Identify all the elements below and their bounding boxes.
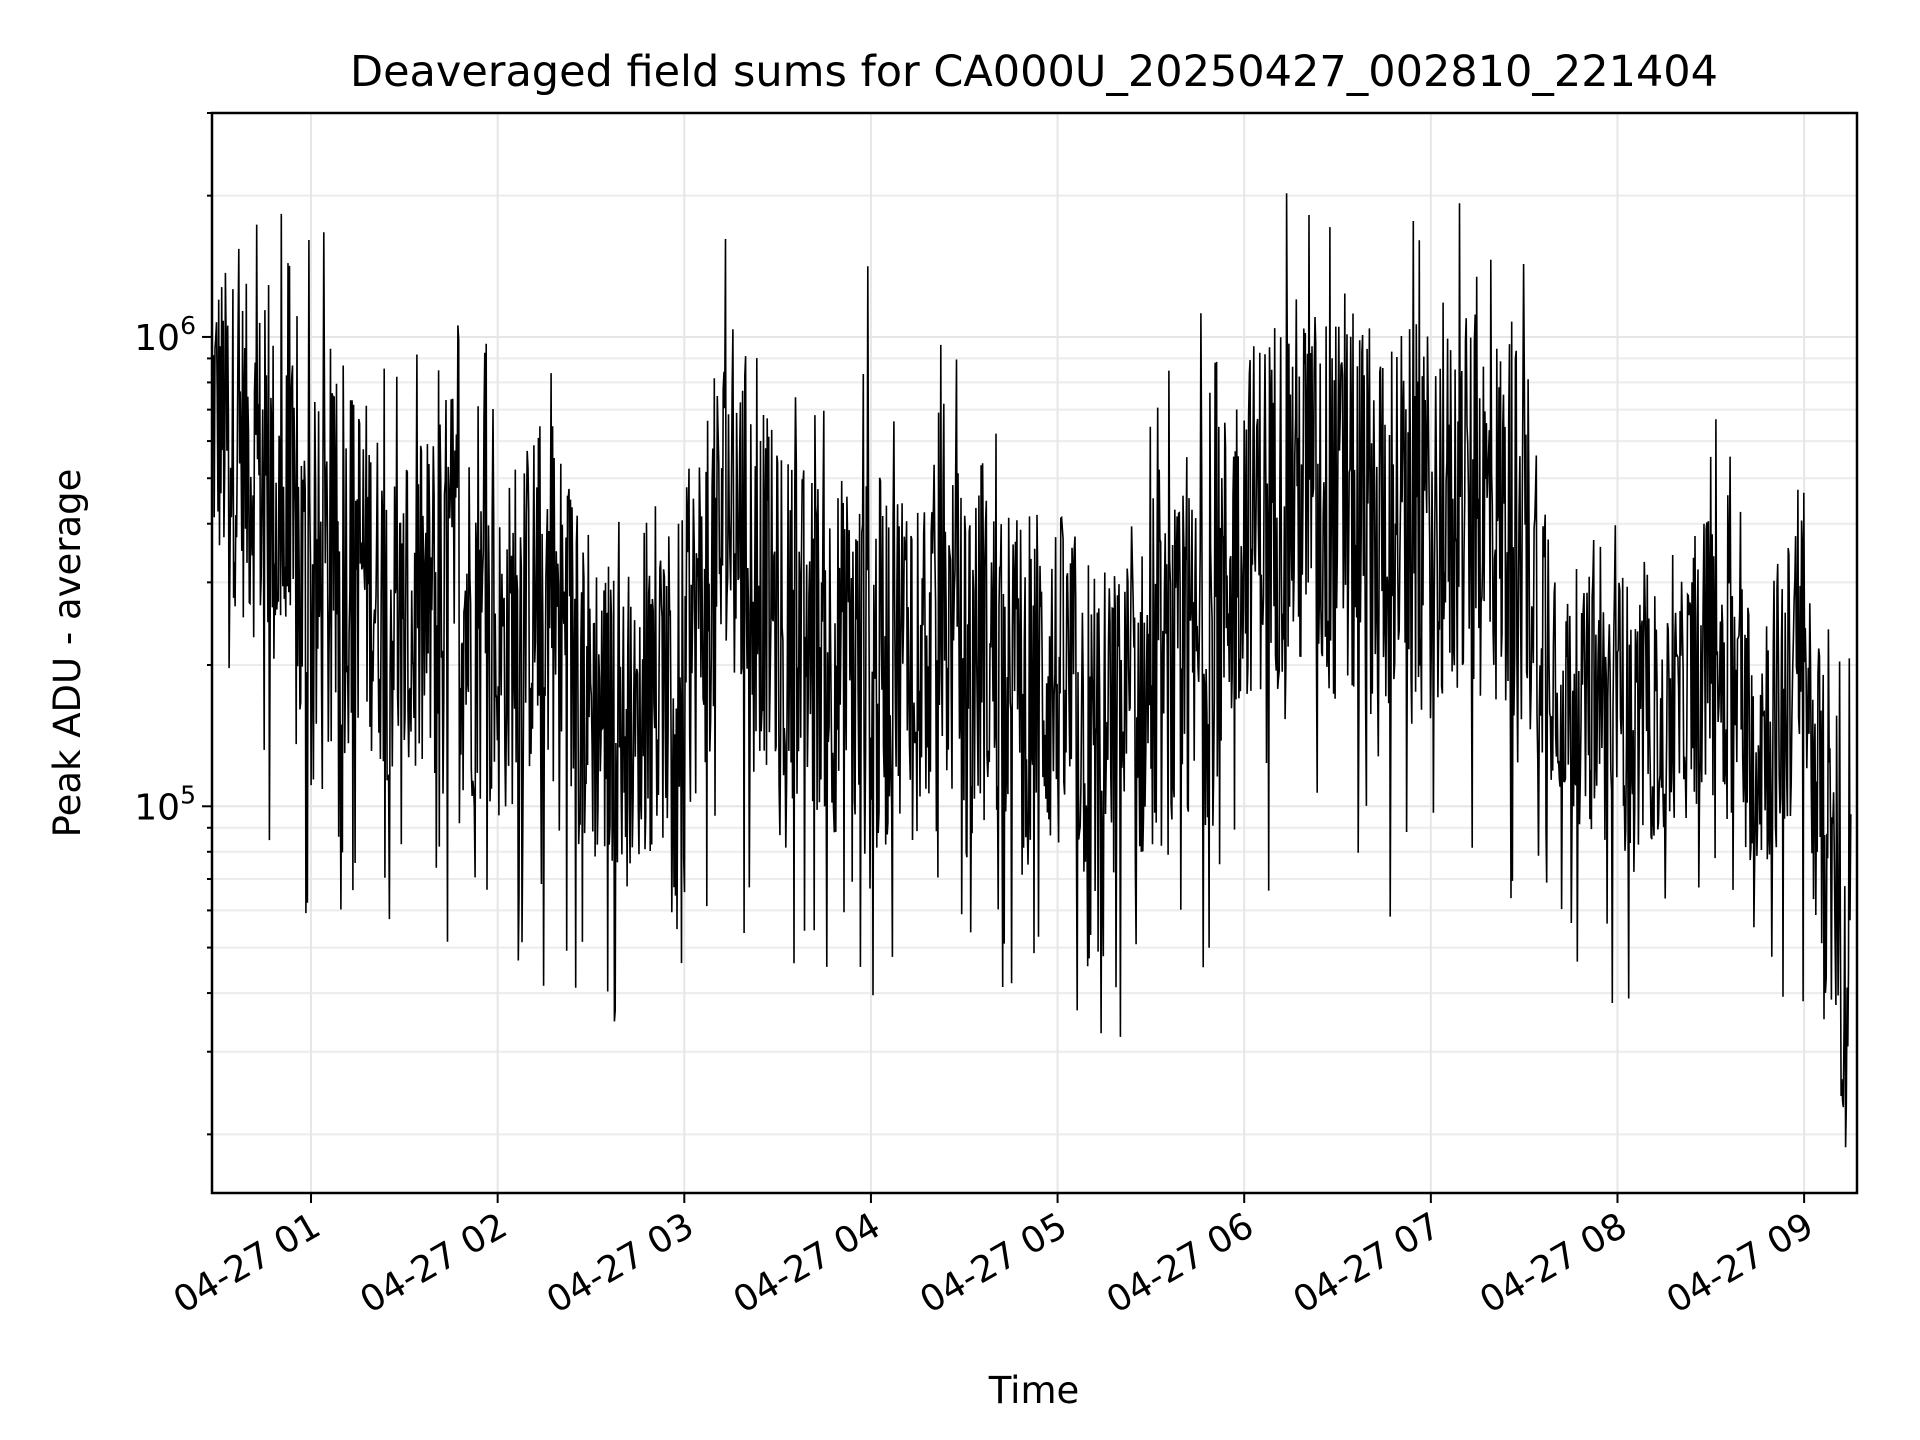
x-tick-label: 04-27 05 [913, 1205, 1074, 1321]
y-axis: 105 106 [134, 112, 212, 1136]
y-tick-label: 106 [134, 311, 196, 359]
x-tick-label: 04-27 01 [167, 1205, 328, 1321]
x-tick-label: 04-27 04 [727, 1205, 888, 1321]
x-tick-label: 04-27 03 [540, 1205, 701, 1321]
x-tick-label: 04-27 09 [1660, 1205, 1821, 1321]
y-tick-label: 105 [134, 780, 196, 828]
plot-area [210, 111, 1859, 1195]
plot-frame [210, 111, 1859, 1195]
x-tick-label: 04-27 06 [1100, 1205, 1261, 1321]
x-tick-label: 04-27 02 [353, 1205, 514, 1321]
x-axis: 04-27 01 04-27 02 04-27 03 04-27 04 04-27 05… [167, 1193, 1821, 1322]
y-axis-label: Peak ADU - average [46, 469, 89, 838]
x-axis-label: Time [988, 1369, 1080, 1412]
series-line [211, 193, 1852, 1148]
chart-title: Deaveraged field sums for CA000U_2025042… [350, 47, 1718, 97]
x-tick-label: 04-27 07 [1287, 1205, 1448, 1321]
x-tick-label: 04-27 08 [1473, 1205, 1634, 1321]
